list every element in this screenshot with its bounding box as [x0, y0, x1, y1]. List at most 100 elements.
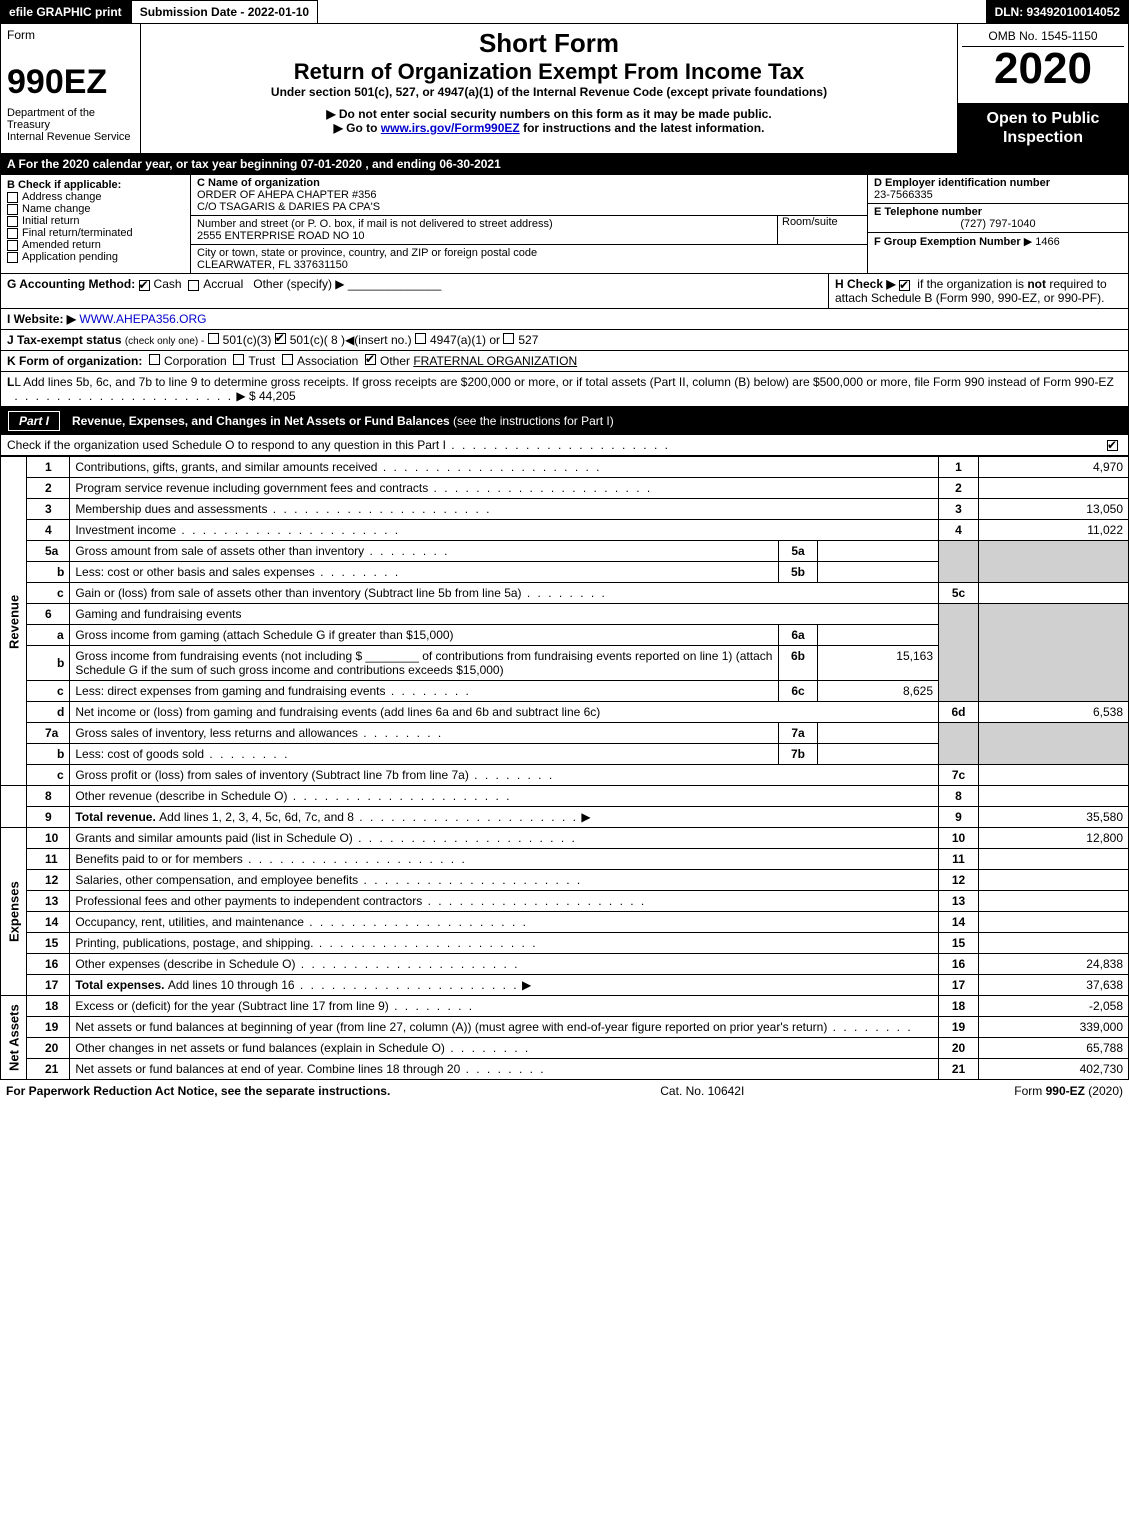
j-501c3-checkbox[interactable]: [208, 333, 219, 344]
tax-year: 2020: [962, 47, 1124, 91]
line-5a-num: 5a: [27, 541, 70, 562]
j-527-label: 527: [518, 333, 538, 347]
line-7a-subbox: 7a: [778, 723, 818, 743]
name-change-checkbox[interactable]: [7, 204, 18, 215]
line-12-value: [979, 870, 1129, 891]
e-phone-label: E Telephone number: [874, 206, 982, 218]
other-method-label: Other (specify): [253, 277, 332, 291]
h-schedule-b: H Check ▶ if the organization is not req…: [828, 274, 1128, 308]
line-18-value: -2,058: [979, 996, 1129, 1017]
line-8-value: [979, 786, 1129, 807]
line-6b-desc: Gross income from fundraising events (no…: [75, 649, 778, 677]
line-7b-subval: [818, 744, 938, 764]
j-501c-checkbox[interactable]: [275, 333, 286, 344]
j-4947-checkbox[interactable]: [415, 333, 426, 344]
line-6b-subval: 15,163: [818, 646, 938, 680]
line-3-num: 3: [27, 499, 70, 520]
irs-label: Internal Revenue Service: [7, 131, 131, 143]
line-15-num: 15: [27, 933, 70, 954]
line-4-value: 11,022: [979, 520, 1129, 541]
line-6a-subval: [818, 625, 938, 645]
org-address: 2555 ENTERPRISE ROAD NO 10: [197, 230, 365, 242]
line-1-desc: Contributions, gifts, grants, and simila…: [75, 460, 601, 474]
go-to-suffix: for instructions and the latest informat…: [523, 121, 764, 135]
cash-checkbox[interactable]: [139, 280, 150, 291]
topbar-spacer: [318, 0, 985, 24]
line-4-num: 4: [27, 520, 70, 541]
accrual-checkbox[interactable]: [188, 280, 199, 291]
final-return-checkbox[interactable]: [7, 228, 18, 239]
line-7b-num: b: [27, 744, 70, 765]
h-checkbox[interactable]: [899, 280, 910, 291]
ein-value: 23-7566335: [874, 189, 933, 201]
org-name-2: C/O TSAGARIS & DARIES PA CPA'S: [197, 201, 861, 213]
c-org-details: C Name of organization ORDER OF AHEPA CH…: [191, 175, 868, 273]
k-other-checkbox[interactable]: [365, 354, 376, 365]
k-corp-label: Corporation: [164, 354, 227, 368]
line-6d-desc: Net income or (loss) from gaming and fun…: [70, 702, 939, 723]
short-form-title: Short Form: [149, 28, 949, 59]
line-20-box: 20: [939, 1038, 979, 1059]
line-6a-num: a: [27, 625, 70, 646]
k-corp-checkbox[interactable]: [149, 354, 160, 365]
line-2-value: [979, 478, 1129, 499]
l-amount: $ 44,205: [249, 389, 296, 403]
part-1-table: Revenue 1 Contributions, gifts, grants, …: [0, 456, 1129, 1080]
line-9-desc: Add lines 1, 2, 3, 4, 5c, 6d, 7c, and 8: [159, 810, 578, 824]
form-footer: Form 990-EZ (2020): [1014, 1084, 1123, 1098]
accrual-label: Accrual: [203, 277, 243, 291]
line-18-desc: Excess or (deficit) for the year (Subtra…: [75, 999, 474, 1013]
d-e-f-block: D Employer identification number 23-7566…: [868, 175, 1128, 273]
line-12-num: 12: [27, 870, 70, 891]
line-9-num: 9: [27, 807, 70, 828]
application-pending-label: Application pending: [22, 251, 118, 263]
j-4947-label: 4947(a)(1) or: [430, 333, 500, 347]
line-15-value: [979, 933, 1129, 954]
i-website-label: I Website: ▶: [7, 312, 76, 326]
org-info-block: B Check if applicable: Address change Na…: [0, 175, 1129, 274]
irs-link[interactable]: www.irs.gov/Form990EZ: [381, 121, 520, 135]
line-5c-value: [979, 583, 1129, 604]
line-6d-box: 6d: [939, 702, 979, 723]
line-15-desc: Printing, publications, postage, and shi…: [75, 936, 537, 950]
room-suite-label: Room/suite: [782, 216, 838, 228]
line-20-num: 20: [27, 1038, 70, 1059]
line-5ab-grayval: [979, 541, 1129, 583]
j-note: (check only one) -: [125, 336, 204, 347]
schedule-o-checkbox[interactable]: [1107, 440, 1118, 451]
line-11-num: 11: [27, 849, 70, 870]
line-6c-num: c: [27, 681, 70, 702]
part-1-subheader: Check if the organization used Schedule …: [0, 435, 1129, 456]
line-1-box: 1: [939, 457, 979, 478]
line-13-box: 13: [939, 891, 979, 912]
j-527-checkbox[interactable]: [503, 333, 514, 344]
line-8-box: 8: [939, 786, 979, 807]
org-city: CLEARWATER, FL 337631150: [197, 259, 861, 271]
line-20-value: 65,788: [979, 1038, 1129, 1059]
part-1-note: (see the instructions for Part I): [453, 414, 614, 428]
line-8-num: 8: [27, 786, 70, 807]
header-row-2: Department of the Treasury Internal Reve…: [0, 103, 1129, 154]
line-6c-subval: 8,625: [818, 681, 938, 701]
line-6a-desc: Gross income from gaming (attach Schedul…: [75, 628, 778, 642]
line-11-box: 11: [939, 849, 979, 870]
g-to-l-block: G Accounting Method: Cash Accrual Other …: [0, 274, 1129, 407]
line-21-value: 402,730: [979, 1059, 1129, 1080]
efile-label: efile GRAPHIC print: [0, 0, 131, 24]
application-pending-checkbox[interactable]: [7, 252, 18, 263]
website-link[interactable]: WWW.AHEPA356.ORG: [79, 312, 206, 326]
submission-date: Submission Date - 2022-01-10: [131, 0, 318, 24]
initial-return-checkbox[interactable]: [7, 216, 18, 227]
line-13-value: [979, 891, 1129, 912]
k-assoc-checkbox[interactable]: [282, 354, 293, 365]
line-14-desc: Occupancy, rent, utilities, and maintena…: [75, 915, 528, 929]
line-6abc-graybox: [939, 604, 979, 702]
line-21-desc: Net assets or fund balances at end of ye…: [75, 1062, 545, 1076]
line-6c-subbox: 6c: [778, 681, 818, 701]
amended-return-checkbox[interactable]: [7, 240, 18, 251]
instructions-block: Do not enter social security numbers on …: [141, 103, 958, 153]
line-9-value: 35,580: [979, 807, 1129, 828]
under-section-text: Under section 501(c), 527, or 4947(a)(1)…: [149, 85, 949, 99]
address-change-checkbox[interactable]: [7, 192, 18, 203]
k-trust-checkbox[interactable]: [233, 354, 244, 365]
